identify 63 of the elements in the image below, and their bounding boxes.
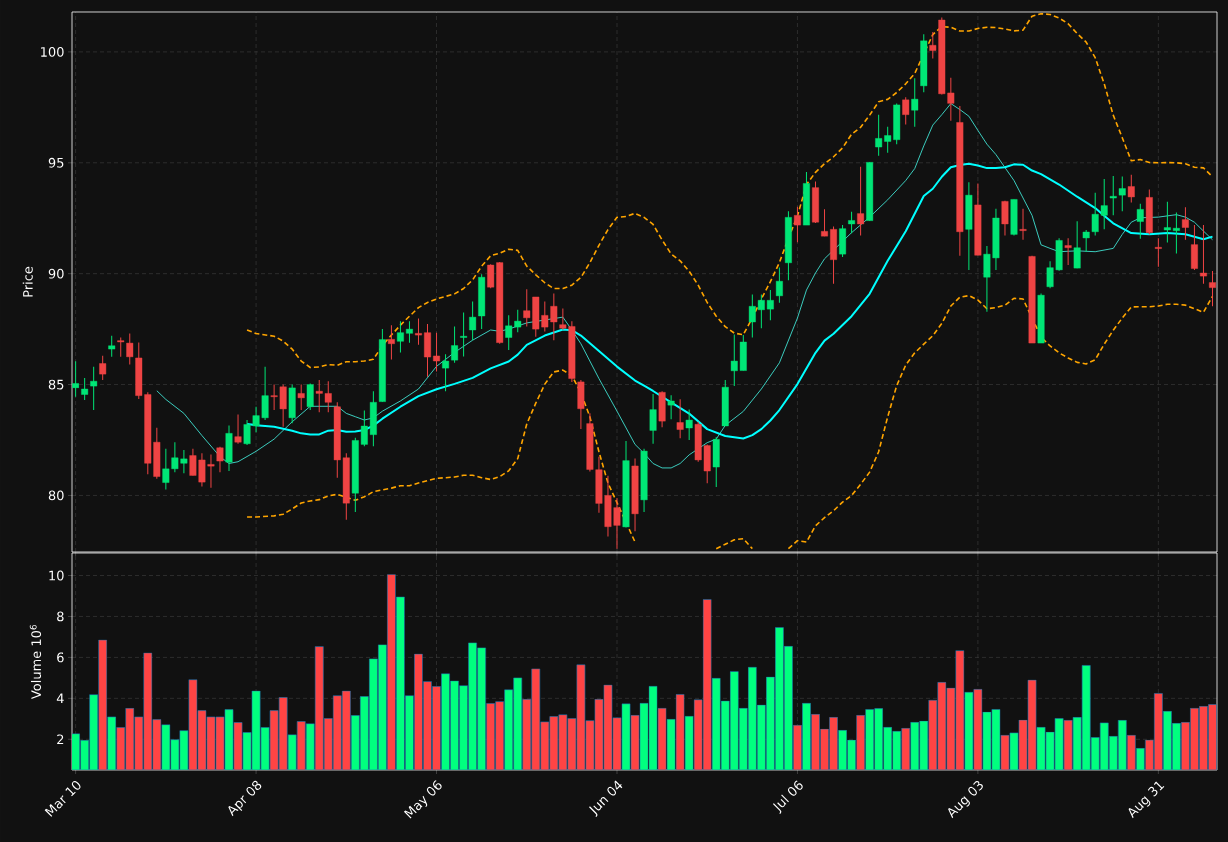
x-tick-label: Jul 06 <box>772 780 803 814</box>
candlestick <box>234 413 242 445</box>
y-tick-label: 85 <box>48 379 64 390</box>
candlestick <box>1064 237 1072 266</box>
candlestick <box>387 324 395 360</box>
candlestick <box>1001 200 1009 237</box>
x-tick-label: Aug 31 <box>1128 781 1165 819</box>
candlestick <box>676 398 684 439</box>
y-tick-label: 4 <box>56 693 64 704</box>
candlestick <box>1172 211 1180 254</box>
candlestick <box>902 96 910 125</box>
y-tick-label: 80 <box>48 490 64 501</box>
candlestick <box>396 320 404 353</box>
candlestick <box>1181 206 1189 241</box>
candlestick <box>794 206 801 243</box>
candlestick <box>1191 224 1198 271</box>
y-axis-title: Price <box>22 266 33 297</box>
y-tick-label: 90 <box>48 268 64 279</box>
candlestick <box>99 355 107 381</box>
x-tick-label: Mar 10 <box>44 781 81 817</box>
candlestick <box>775 266 783 304</box>
candlestick <box>1109 175 1117 216</box>
candlestick <box>108 335 116 358</box>
x-tick-label: Jun 04 <box>589 780 623 818</box>
candlestick <box>857 166 865 237</box>
candlestick <box>460 311 468 358</box>
candlestick <box>216 446 224 473</box>
y-axis-title: Volume 10$^{6}$ <box>29 624 42 700</box>
candlestick <box>406 320 413 344</box>
candlestick <box>685 409 693 441</box>
y-tick-label: 6 <box>57 652 64 663</box>
candlestick <box>81 377 89 401</box>
candlestick <box>442 353 449 392</box>
y-tick-label: 8 <box>57 611 64 622</box>
candlestick <box>1154 237 1162 268</box>
candlestick <box>1163 201 1171 243</box>
candlestick <box>821 208 828 237</box>
candlestick <box>911 77 919 128</box>
candlestick <box>306 382 314 411</box>
y-tick-label: 10 <box>49 570 64 581</box>
x-tick-label: Apr 08 <box>228 780 262 817</box>
y-tick-label: 95 <box>48 157 64 168</box>
y-tick-label: 100 <box>41 46 64 57</box>
candlestick <box>415 317 422 346</box>
candlestick <box>1209 270 1216 307</box>
candlestick <box>1118 176 1126 212</box>
line-series <box>246 12 1214 369</box>
candlestick <box>667 394 675 420</box>
candlestick <box>1127 174 1135 203</box>
line-series <box>246 369 636 543</box>
candlestick <box>1136 203 1144 240</box>
candlestick <box>848 211 856 234</box>
x-tick-label: Aug 03 <box>948 780 983 819</box>
candlestick <box>297 384 305 411</box>
y-tick-label: 2 <box>57 734 64 745</box>
candlestick <box>90 366 98 411</box>
candlestick <box>451 325 459 364</box>
candlestick <box>1019 208 1027 241</box>
candlestick <box>433 332 440 372</box>
candlestick <box>649 393 657 445</box>
candlestick <box>1200 224 1207 285</box>
candlestick <box>1073 220 1081 269</box>
line-series <box>715 537 754 550</box>
